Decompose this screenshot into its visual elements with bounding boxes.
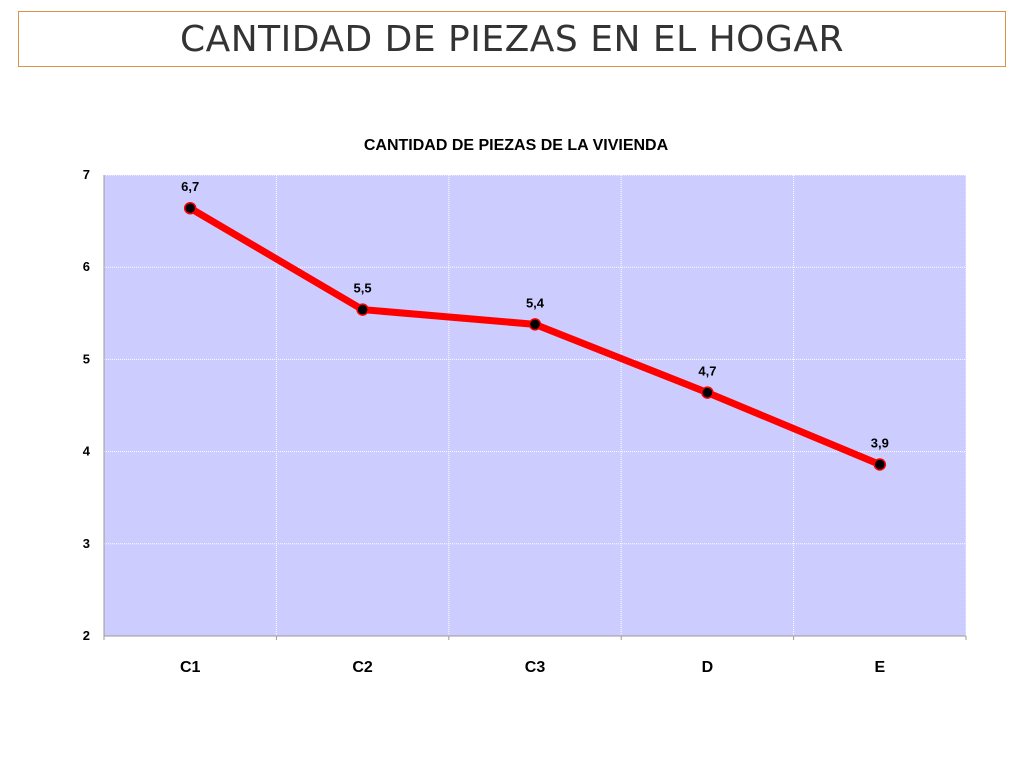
slide-title: CANTIDAD DE PIEZAS EN EL HOGAR [179,18,845,60]
data-point [528,318,542,331]
data-point [356,303,369,316]
y-tick-label: 2 [83,628,90,643]
y-tick-labels: 2 3 4 5 6 7 [83,167,91,643]
series [183,201,887,471]
y-tick-label: 6 [83,259,90,274]
data-labels: 6,7 5,5 5,4 4,7 3,9 [181,179,889,450]
grid-lines [104,174,967,636]
slide-title-box: CANTIDAD DE PIEZAS EN EL HOGAR [18,11,1006,67]
data-label: 5,4 [526,295,545,310]
chart-title: CANTIDAD DE PIEZAS DE LA VIVIENDA [364,137,669,154]
x-tick-label: C3 [525,659,546,676]
axes [103,175,967,640]
x-tick-label: C1 [180,659,201,676]
x-tick-label: E [874,659,885,676]
data-point [873,458,887,471]
data-label: 4,7 [698,364,716,379]
x-tick-label: C2 [352,659,373,676]
x-tick-label: D [702,659,714,676]
data-label: 5,5 [354,281,372,296]
y-tick-label: 5 [83,351,90,366]
data-point [701,386,714,399]
data-label: 3,9 [871,436,889,451]
plot-area [104,175,966,636]
y-tick-label: 7 [83,167,90,182]
y-tick-label: 4 [83,444,91,459]
data-label: 6,7 [181,179,199,194]
data-point [183,201,197,215]
x-tick-labels: C1 C2 C3 D E [180,659,885,676]
y-tick-label: 3 [83,536,90,551]
